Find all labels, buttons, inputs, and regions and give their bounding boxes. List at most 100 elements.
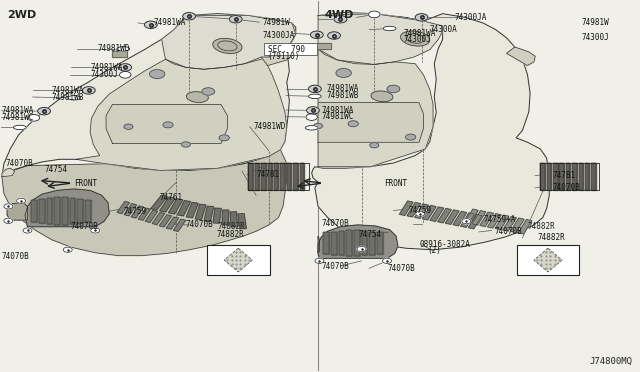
FancyBboxPatch shape: [264, 42, 317, 55]
Polygon shape: [461, 213, 474, 227]
Text: 74981WD: 74981WD: [98, 44, 130, 53]
Text: 74300JA: 74300JA: [454, 13, 486, 22]
Polygon shape: [159, 215, 172, 227]
Text: 74759+A: 74759+A: [483, 215, 516, 224]
Polygon shape: [186, 202, 198, 218]
Text: 74781: 74781: [256, 170, 279, 179]
Polygon shape: [480, 212, 493, 227]
Ellipse shape: [371, 91, 393, 102]
Polygon shape: [222, 210, 229, 225]
Text: 74981WA: 74981WA: [321, 106, 354, 115]
Polygon shape: [213, 208, 221, 223]
Text: (79110): (79110): [268, 52, 300, 61]
Bar: [280, 163, 285, 190]
Bar: [354, 230, 360, 256]
Bar: [377, 232, 383, 254]
Polygon shape: [468, 214, 482, 229]
Polygon shape: [159, 197, 175, 212]
Text: 74882R: 74882R: [537, 233, 565, 243]
Circle shape: [150, 70, 165, 78]
Circle shape: [4, 218, 13, 224]
Bar: [566, 163, 570, 190]
Text: 74981WB: 74981WB: [52, 93, 84, 102]
Text: 74070B: 74070B: [552, 183, 580, 192]
Circle shape: [163, 122, 173, 128]
Text: (2): (2): [428, 246, 441, 255]
Bar: [346, 230, 352, 256]
Bar: [591, 163, 596, 190]
Bar: [300, 163, 304, 190]
Polygon shape: [261, 47, 293, 65]
Bar: [85, 200, 91, 222]
Polygon shape: [152, 212, 164, 225]
Circle shape: [383, 258, 392, 263]
Circle shape: [315, 258, 324, 263]
Polygon shape: [318, 103, 424, 142]
Bar: [287, 163, 291, 190]
Bar: [377, 232, 383, 254]
Text: 74882R: 74882R: [527, 222, 556, 231]
Ellipse shape: [383, 26, 396, 31]
Ellipse shape: [308, 94, 321, 99]
Bar: [261, 163, 266, 190]
Polygon shape: [453, 211, 467, 226]
Polygon shape: [506, 47, 535, 65]
Circle shape: [462, 219, 470, 224]
Bar: [293, 163, 298, 190]
Bar: [585, 163, 589, 190]
Text: 74300J: 74300J: [403, 35, 431, 45]
Text: 74981WA: 74981WA: [52, 86, 84, 95]
Bar: [317, 43, 331, 49]
Bar: [248, 163, 309, 190]
Text: 74754: 74754: [358, 230, 381, 239]
Text: FRONT: FRONT: [384, 179, 407, 187]
Text: 74781: 74781: [552, 171, 575, 180]
Polygon shape: [495, 215, 509, 230]
Ellipse shape: [401, 31, 429, 46]
Polygon shape: [415, 204, 428, 218]
Ellipse shape: [186, 92, 209, 102]
Polygon shape: [131, 206, 143, 218]
Bar: [287, 163, 291, 190]
Bar: [85, 200, 91, 222]
Bar: [354, 230, 360, 256]
Text: FRONT: FRONT: [74, 179, 97, 187]
Text: 74761: 74761: [159, 193, 182, 202]
Polygon shape: [2, 150, 287, 256]
Circle shape: [119, 64, 132, 71]
Bar: [362, 231, 367, 255]
Bar: [369, 232, 375, 254]
Text: 74981WC: 74981WC: [2, 113, 35, 122]
Bar: [331, 232, 337, 254]
Text: 74882R: 74882R: [216, 230, 244, 240]
Text: 74070B: 74070B: [6, 159, 33, 168]
Polygon shape: [124, 203, 136, 216]
Circle shape: [370, 142, 379, 148]
Polygon shape: [230, 212, 237, 227]
Bar: [54, 198, 60, 225]
Circle shape: [307, 107, 319, 114]
Text: 74981WA: 74981WA: [154, 19, 186, 28]
Text: 74981WA: 74981WA: [403, 29, 435, 38]
Bar: [547, 163, 551, 190]
Circle shape: [357, 246, 366, 251]
Circle shape: [23, 228, 32, 233]
Circle shape: [124, 124, 133, 129]
Circle shape: [4, 204, 13, 209]
Bar: [207, 245, 269, 275]
Bar: [547, 163, 551, 190]
Circle shape: [387, 85, 400, 93]
Text: 4WD: 4WD: [324, 10, 354, 20]
Circle shape: [406, 134, 416, 140]
Text: 74981WA: 74981WA: [90, 63, 122, 72]
Bar: [362, 231, 367, 255]
Polygon shape: [503, 217, 516, 231]
Polygon shape: [76, 57, 287, 170]
Circle shape: [38, 108, 51, 115]
Polygon shape: [318, 49, 433, 167]
Text: 74981W: 74981W: [582, 18, 609, 27]
Bar: [31, 200, 37, 222]
Bar: [540, 163, 545, 190]
Bar: [516, 245, 579, 275]
Bar: [77, 199, 83, 223]
